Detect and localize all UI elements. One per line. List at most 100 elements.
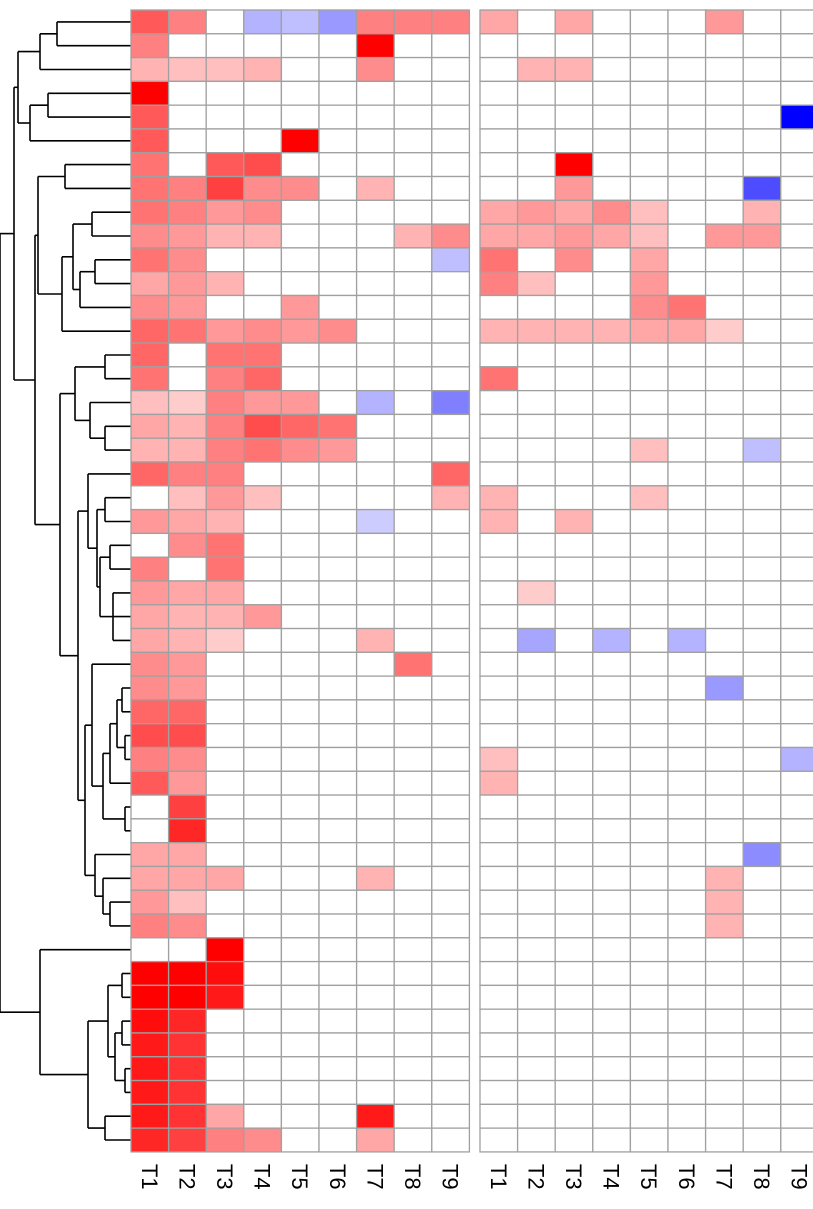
heatmap-cell	[431, 604, 471, 630]
heatmap-cell	[780, 556, 813, 582]
heatmap-cell	[629, 960, 669, 987]
heatmap-cell	[592, 223, 632, 249]
heatmap-cell	[243, 271, 283, 297]
heatmap-cell	[130, 128, 170, 154]
heatmap-cell	[742, 675, 782, 701]
heatmap-cell	[243, 366, 283, 392]
heatmap-cell	[130, 80, 170, 106]
heatmap-cell	[318, 342, 358, 368]
heatmap-cell	[280, 413, 320, 439]
heatmap-cell	[704, 1032, 744, 1058]
heatmap-cell	[516, 723, 556, 749]
heatmap-cell	[592, 532, 632, 558]
heatmap-cell	[205, 342, 245, 368]
heatmap-cell	[592, 152, 632, 178]
heatmap-cell	[243, 889, 283, 915]
column-label: T5	[636, 1164, 661, 1190]
heatmap-cell	[742, 128, 782, 154]
heatmap-cell	[554, 413, 594, 439]
heatmap-cell	[205, 437, 245, 463]
heatmap-cell	[167, 247, 207, 273]
heatmap-cell	[393, 1008, 433, 1034]
heatmap-cell	[592, 1056, 632, 1082]
heatmap-cell	[431, 723, 471, 749]
heatmap-cell	[318, 508, 358, 535]
heatmap-cell	[280, 960, 320, 987]
heatmap-cell	[780, 1127, 813, 1153]
heatmap-cell	[243, 1008, 283, 1034]
heatmap-cell	[667, 913, 707, 939]
heatmap-cell	[479, 794, 519, 820]
heatmap-cell	[629, 223, 669, 249]
heatmap-cell	[629, 818, 669, 844]
heatmap-cell	[554, 746, 594, 772]
heatmap-cell	[355, 9, 395, 35]
heatmap-cell	[780, 1032, 813, 1058]
heatmap-cell	[355, 1079, 395, 1105]
heatmap-cell	[393, 1056, 433, 1082]
heatmap-cell	[431, 366, 471, 392]
heatmap-cell	[554, 818, 594, 844]
heatmap-cell	[780, 413, 813, 439]
heatmap-cell	[667, 33, 707, 59]
heatmap-cell	[704, 199, 744, 225]
heatmap-cell	[280, 794, 320, 820]
heatmap-cell	[280, 80, 320, 106]
heatmap-cell	[130, 865, 170, 891]
heatmap-cell	[516, 1127, 556, 1153]
heatmap-cell	[629, 294, 669, 320]
heatmap-cell	[167, 1103, 207, 1129]
heatmap-cell	[516, 223, 556, 249]
heatmap-cell	[355, 770, 395, 796]
heatmap-cell	[431, 913, 471, 939]
heatmap-cell	[431, 1079, 471, 1105]
heatmap-cell	[780, 604, 813, 630]
heatmap-cell	[742, 508, 782, 535]
heatmap-cell	[431, 556, 471, 582]
heatmap-cell	[516, 413, 556, 439]
heatmap-cell	[629, 580, 669, 606]
heatmap-cell	[205, 699, 245, 725]
heatmap-cell	[479, 723, 519, 749]
heatmap-cell	[280, 247, 320, 273]
heatmap-cell	[479, 318, 519, 344]
heatmap-cell	[205, 604, 245, 630]
heatmap-cell	[318, 199, 358, 225]
heatmap-cell	[667, 485, 707, 511]
heatmap-cell	[554, 604, 594, 630]
heatmap-cell	[667, 318, 707, 344]
heatmap-cell	[280, 223, 320, 249]
heatmap-cell	[667, 865, 707, 891]
heatmap-cell	[167, 1008, 207, 1034]
heatmap-cell	[431, 152, 471, 178]
heatmap-cell	[318, 485, 358, 511]
heatmap-cell	[592, 913, 632, 939]
heatmap-cell	[280, 1008, 320, 1034]
heatmap-cell	[243, 960, 283, 987]
heatmap-cell	[479, 271, 519, 297]
heatmap-cell	[742, 1103, 782, 1129]
heatmap-cell	[516, 1032, 556, 1058]
heatmap-cell	[130, 389, 170, 416]
heatmap-cell	[243, 223, 283, 249]
heatmap-cell	[742, 389, 782, 416]
heatmap-cell	[704, 556, 744, 582]
heatmap-cell	[393, 627, 433, 653]
heatmap-cell	[355, 794, 395, 820]
heatmap-cell	[780, 675, 813, 701]
heatmap-cell	[167, 889, 207, 915]
heatmap-cell	[704, 723, 744, 749]
heatmap-cell	[629, 1079, 669, 1105]
heatmap-cell	[167, 556, 207, 582]
heatmap-cell	[130, 413, 170, 439]
heatmap-cell	[167, 33, 207, 59]
heatmap-cell	[742, 937, 782, 963]
heatmap-cell	[629, 675, 669, 701]
heatmap-cell	[205, 104, 245, 130]
heatmap-cell	[479, 437, 519, 463]
heatmap-cell	[431, 699, 471, 725]
heatmap-cell	[667, 984, 707, 1010]
heatmap-cell	[318, 604, 358, 630]
heatmap-cell	[130, 56, 170, 83]
